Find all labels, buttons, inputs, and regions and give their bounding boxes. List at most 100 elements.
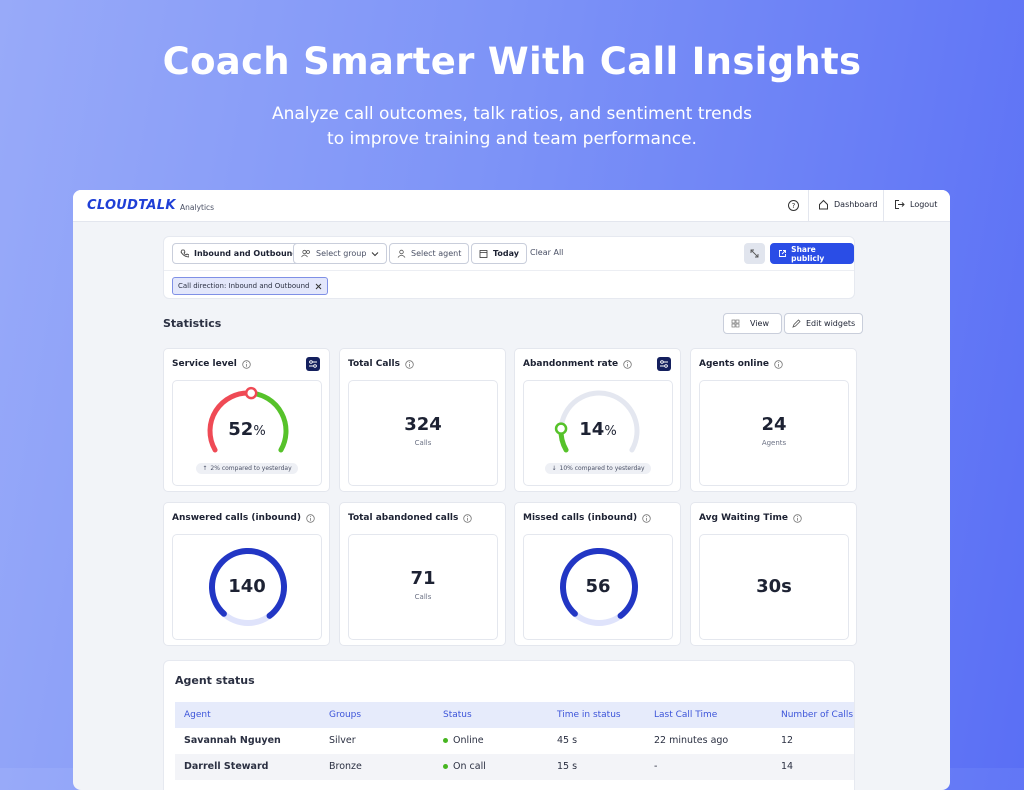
widget-card: Abandonment rate 14% ↓ 10% compared to yest… — [514, 348, 681, 492]
hero-subtitle: Analyze call outcomes, talk ratios, and … — [271, 104, 753, 124]
nav-dashboard[interactable]: Dashboard — [818, 199, 877, 210]
section-title: Agent status — [175, 674, 255, 687]
widget-body: 140 — [172, 534, 322, 640]
cell-text: 15 s — [557, 761, 578, 772]
widget-card: Agents online 24 Agents — [690, 348, 857, 492]
widget-card: Avg Waiting Time 30s — [690, 502, 857, 646]
help-icon[interactable]: ? — [787, 199, 800, 212]
filter-group[interactable]: Select group — [293, 243, 388, 264]
clear-all[interactable]: Clear All — [530, 248, 564, 257]
widget-body: 30s — [699, 534, 849, 640]
ring-value — [560, 548, 638, 626]
cell-text: Darrell Steward — [184, 761, 269, 772]
arrow: ↑ — [202, 465, 208, 472]
column-header: Agent — [184, 710, 211, 720]
status-dot — [443, 738, 448, 743]
column-header: Number of Calls — [781, 710, 854, 720]
gauge — [554, 390, 640, 453]
widget-title: Avg Waiting Time — [699, 513, 802, 523]
edit-widgets-button[interactable]: Edit widgets — [784, 313, 864, 334]
filter-direction[interactable]: Inbound and Outbound — [172, 243, 307, 264]
table-cell: Online — [443, 735, 484, 746]
cell-text: On call — [453, 761, 486, 772]
view-button[interactable]: View — [723, 313, 782, 334]
ring-value — [209, 548, 287, 626]
widget-card: Total Calls 324 Calls — [339, 348, 506, 492]
widget-value: 71 — [410, 568, 436, 589]
cell-text: - — [654, 761, 658, 772]
widget-card: Total abandoned calls 71 Calls — [339, 502, 506, 646]
settings-icon[interactable] — [657, 357, 671, 371]
info-icon — [463, 513, 473, 523]
table-cell: Darrell Steward — [184, 761, 268, 772]
widget-title: Total Calls — [348, 359, 414, 369]
title-text: Agents online — [699, 359, 769, 369]
widget-caption: Agents — [761, 439, 787, 447]
column-header: Status — [443, 710, 472, 720]
title-text: Total Calls — [348, 359, 400, 369]
widget-value: 324 — [404, 414, 442, 435]
table-cell: On call — [443, 761, 486, 772]
comparison-badge: ↑ 2% compared to yesterday — [196, 463, 298, 474]
app-window: CLOUDTALK Analytics ? Dashboard Logout I… — [73, 190, 950, 790]
app-header: CLOUDTALK Analytics ? Dashboard Logout — [73, 190, 950, 222]
cell-text: 14 — [781, 761, 794, 772]
widget-body: 71 Calls — [348, 534, 498, 640]
widget-title: Service level — [172, 359, 251, 369]
title-text: Answered calls (inbound) — [172, 513, 301, 523]
product-name: Analytics — [180, 203, 215, 212]
widget-body: 56 — [523, 534, 673, 640]
widget-value: 52% — [173, 419, 321, 440]
widget-title: Answered calls (inbound) — [172, 513, 315, 523]
gauge-value-arc — [207, 390, 254, 453]
comparison-row: ↑ 2% compared to yesterday — [173, 463, 321, 474]
nav-label: Dashboard — [834, 200, 878, 209]
info-icon — [774, 359, 783, 369]
settings-icon[interactable] — [306, 357, 320, 371]
gauge — [207, 386, 289, 453]
column-header: Last Call Time — [654, 710, 718, 720]
table-cell: Savannah Nguyen — [184, 735, 281, 746]
cell-text: Savannah Nguyen — [184, 735, 281, 746]
widget-value: 56 — [585, 576, 611, 597]
button-label: Inbound and Outbound — [194, 249, 299, 258]
widget-body: 24 Agents — [699, 380, 849, 486]
widget-card: Missed calls (inbound) 56 — [514, 502, 681, 646]
title-text: Avg Waiting Time — [699, 513, 788, 523]
filter-chip[interactable]: Call direction: Inbound and Outbound — [172, 277, 329, 295]
ring — [560, 548, 638, 626]
filter-date[interactable]: Today — [471, 243, 527, 264]
section-title: Statistics — [163, 317, 222, 330]
filter-agent[interactable]: Select agent — [389, 243, 470, 264]
expand-button[interactable] — [744, 243, 765, 264]
info-icon — [793, 513, 802, 523]
value-unit: % — [604, 424, 617, 439]
gauge-rest-arc — [248, 390, 289, 453]
widget-body: 52% ↑ 2% compared to yesterday — [172, 380, 322, 486]
nav-label: Logout — [910, 200, 938, 209]
info-icon — [306, 513, 315, 523]
comparison-text: 2% compared to yesterday — [210, 465, 292, 472]
value-number: 52 — [228, 419, 254, 440]
button-label: Share publicly — [791, 244, 825, 263]
nav-logout[interactable]: Logout — [894, 199, 937, 210]
ring — [209, 548, 287, 626]
divider — [164, 270, 854, 271]
info-icon — [623, 359, 632, 369]
button-label: View — [750, 319, 769, 328]
divider — [808, 190, 809, 222]
table-cell: Bronze — [329, 761, 362, 772]
table-cell: 22 minutes ago — [654, 735, 728, 746]
cell-text: 12 — [781, 735, 794, 746]
table-cell: Silver — [329, 735, 356, 746]
info-icon — [405, 359, 414, 369]
button-label: Today — [493, 249, 519, 258]
widget-card: Answered calls (inbound) 140 — [163, 502, 330, 646]
status-dot — [443, 764, 448, 769]
table-header — [175, 702, 854, 728]
cell-text: Silver — [329, 735, 356, 746]
share-button[interactable]: Share publicly — [770, 243, 854, 264]
logo: CLOUDTALK — [87, 198, 176, 213]
title-text: Total abandoned calls — [348, 513, 459, 523]
